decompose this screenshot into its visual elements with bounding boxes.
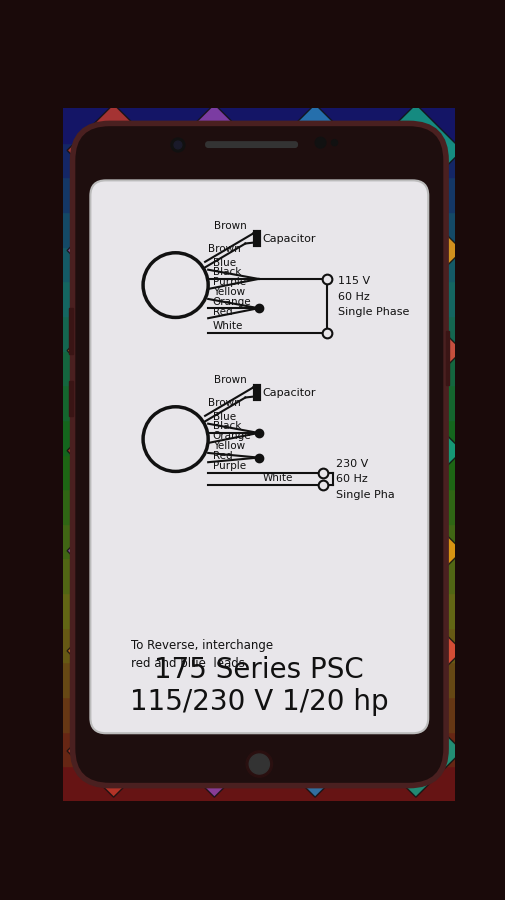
Polygon shape <box>67 505 160 597</box>
Polygon shape <box>369 304 462 397</box>
Text: Brown: Brown <box>214 375 246 385</box>
FancyBboxPatch shape <box>71 122 447 788</box>
Text: Brown: Brown <box>208 244 240 255</box>
Polygon shape <box>168 204 261 297</box>
Bar <box>69 308 72 355</box>
Polygon shape <box>168 404 261 497</box>
Bar <box>63 176 454 212</box>
Polygon shape <box>268 204 361 297</box>
FancyBboxPatch shape <box>74 125 444 784</box>
Text: Red: Red <box>213 307 232 317</box>
Polygon shape <box>369 104 462 196</box>
Text: 115 V
60 Hz
Single Phase: 115 V 60 Hz Single Phase <box>337 276 408 318</box>
Circle shape <box>331 140 337 146</box>
Text: White: White <box>213 320 243 330</box>
Polygon shape <box>67 104 160 196</box>
Polygon shape <box>67 605 160 697</box>
Text: Red: Red <box>213 451 232 461</box>
Bar <box>63 697 454 732</box>
Bar <box>63 212 454 247</box>
Polygon shape <box>369 505 462 597</box>
Polygon shape <box>268 304 361 397</box>
Text: Purple: Purple <box>213 461 245 471</box>
Text: Yellow: Yellow <box>213 441 244 452</box>
Bar <box>63 592 454 628</box>
Bar <box>63 662 454 697</box>
Text: White: White <box>262 473 292 483</box>
Bar <box>63 731 454 767</box>
Circle shape <box>249 754 269 774</box>
Polygon shape <box>369 605 462 697</box>
Bar <box>63 489 454 524</box>
Bar <box>63 419 454 454</box>
Polygon shape <box>268 705 361 797</box>
Circle shape <box>245 751 272 777</box>
Polygon shape <box>268 104 361 196</box>
Bar <box>69 382 72 416</box>
Bar <box>445 331 448 385</box>
Text: Yellow: Yellow <box>213 287 244 297</box>
Text: Black: Black <box>213 421 241 431</box>
Polygon shape <box>168 705 261 797</box>
Text: Capacitor: Capacitor <box>262 233 315 244</box>
Text: Blue: Blue <box>213 412 235 422</box>
Bar <box>63 142 454 177</box>
Bar <box>63 454 454 490</box>
Bar <box>63 350 454 385</box>
Polygon shape <box>268 505 361 597</box>
FancyBboxPatch shape <box>90 180 427 734</box>
Circle shape <box>174 141 181 149</box>
Text: 175 Series PSC: 175 Series PSC <box>154 656 364 684</box>
Text: Orange: Orange <box>213 431 251 441</box>
Bar <box>63 523 454 558</box>
FancyBboxPatch shape <box>205 141 297 148</box>
Text: Purple: Purple <box>213 277 245 287</box>
Polygon shape <box>168 505 261 597</box>
Polygon shape <box>369 404 462 497</box>
Bar <box>63 246 454 281</box>
Polygon shape <box>369 204 462 297</box>
Polygon shape <box>67 404 160 497</box>
Bar <box>63 107 454 142</box>
Bar <box>63 558 454 593</box>
Polygon shape <box>168 304 261 397</box>
Circle shape <box>315 138 325 148</box>
Text: Orange: Orange <box>213 297 251 307</box>
Polygon shape <box>168 605 261 697</box>
Text: Brown: Brown <box>214 221 246 231</box>
Text: 230 V
60 Hz
Single Pha: 230 V 60 Hz Single Pha <box>335 458 394 500</box>
Bar <box>63 766 454 801</box>
Bar <box>63 315 454 351</box>
Polygon shape <box>67 204 160 297</box>
Circle shape <box>171 138 184 152</box>
Text: Black: Black <box>213 267 241 277</box>
Bar <box>63 627 454 662</box>
Polygon shape <box>369 705 462 797</box>
Polygon shape <box>168 104 261 196</box>
Text: 115/230 V 1/20 hp: 115/230 V 1/20 hp <box>130 688 388 716</box>
Bar <box>63 281 454 316</box>
Polygon shape <box>268 404 361 497</box>
Text: Brown: Brown <box>208 399 240 409</box>
Text: To Reverse, interchange
red and blue  leads.: To Reverse, interchange red and blue lea… <box>131 639 273 670</box>
Text: Blue: Blue <box>213 258 235 268</box>
Bar <box>63 384 454 419</box>
Text: Capacitor: Capacitor <box>262 388 315 398</box>
Polygon shape <box>67 304 160 397</box>
Polygon shape <box>268 605 361 697</box>
Polygon shape <box>67 705 160 797</box>
